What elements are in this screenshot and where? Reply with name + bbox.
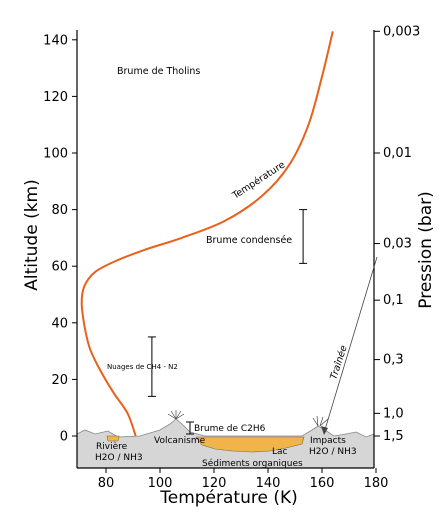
- pressure-tick-label: 0,003: [383, 24, 420, 39]
- range-bar: [147, 336, 156, 397]
- pressure-tick-label: 0,1: [383, 293, 404, 308]
- y-tick-label: 0: [60, 430, 68, 445]
- volcano-plume: [167, 410, 185, 420]
- x-tick-label: 160: [310, 476, 335, 491]
- label-sediments: Sédiments organiques: [202, 458, 303, 469]
- label-ethane-haze: Brume de C2H6: [194, 424, 266, 434]
- impact-crater: [312, 415, 329, 427]
- y-tick-label: 120: [43, 90, 68, 105]
- temperature-curve: [80, 31, 334, 437]
- ethane-haze-bar: [186, 421, 194, 435]
- y-ticks: 0 20 40 60 80 100 120 140: [43, 33, 77, 445]
- x-tick-label: 80: [98, 476, 115, 491]
- x-tick-label: 140: [256, 476, 281, 491]
- x-tick-label: 180: [364, 476, 389, 491]
- pressure-tick-label: 0,01: [383, 146, 412, 161]
- y-tick-label: 20: [51, 373, 68, 388]
- river: [106, 435, 120, 442]
- y-tick-label: 140: [43, 33, 68, 48]
- y-tick-label: 80: [51, 203, 68, 218]
- label-volcanism: Volcanisme: [154, 436, 206, 446]
- pressure-ticks: 0,003 0,01 0,03 0,1 0,3 1,0 1,5: [374, 24, 420, 444]
- x-ticks: 80 100 120 140 160 180: [98, 468, 389, 491]
- range-bar: [299, 209, 308, 264]
- plot-frame: [76, 30, 375, 469]
- label-tholins: Brume de Tholins: [117, 66, 200, 77]
- pressure-tick-label: 1,5: [383, 429, 404, 444]
- y-axis-title-left: Altitude (km): [22, 179, 42, 291]
- label-clouds: Nuages de CH4 - N2: [107, 363, 178, 371]
- label-temperature-curve: Température: [230, 159, 287, 202]
- label-condensed-haze: Brume condensée: [206, 235, 292, 246]
- label-trail: Traînée: [328, 344, 349, 381]
- y-tick-label: 40: [51, 316, 68, 331]
- pressure-tick-label: 1,0: [383, 406, 404, 421]
- label-impacts-1: Impacts: [310, 436, 346, 446]
- y-axis-title-right: Pression (bar): [416, 191, 436, 309]
- lake: [195, 436, 305, 453]
- x-tick-label: 120: [202, 476, 227, 491]
- label-river-2: H2O / NH3: [95, 453, 143, 463]
- x-axis-title: Température (K): [159, 488, 298, 508]
- label-river-1: Rivière: [96, 441, 128, 452]
- range-bars: [147, 209, 308, 397]
- x-tick-label: 100: [148, 476, 173, 491]
- label-impacts-2: H2O / NH3: [309, 447, 357, 457]
- y-tick-label: 100: [43, 147, 68, 162]
- y-tick-label: 60: [51, 260, 68, 275]
- label-lake: Lac: [272, 447, 288, 457]
- pressure-tick-label: 0,3: [383, 353, 404, 368]
- pressure-tick-label: 0,03: [383, 237, 412, 252]
- trail-arrow: [321, 256, 378, 435]
